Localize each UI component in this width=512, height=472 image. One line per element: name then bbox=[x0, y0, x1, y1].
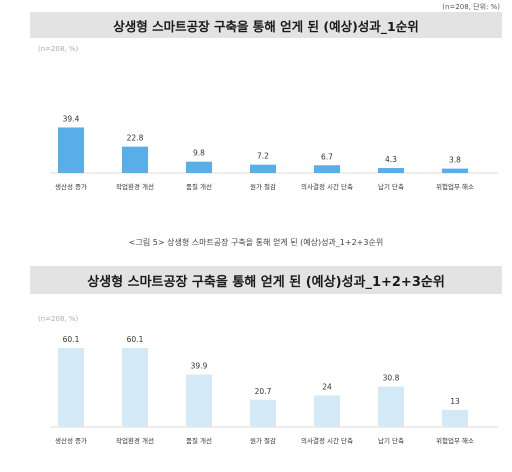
chart2-bar-4 bbox=[314, 395, 340, 427]
chart1-value-label-0: 39.4 bbox=[63, 114, 80, 123]
chart2-bar-5 bbox=[378, 386, 404, 427]
chart2-category-label-6: 위험업무 해소 bbox=[436, 436, 474, 445]
chart2-value-label-4: 24 bbox=[322, 382, 332, 391]
chart1-category-label-6: 위험업무 해소 bbox=[436, 182, 474, 191]
chart2-value-label-1: 60.1 bbox=[127, 335, 144, 344]
chart2-category-label-3: 원가 절감 bbox=[250, 436, 276, 445]
chart2-value-label-2: 39.9 bbox=[191, 362, 208, 371]
chart2-bar-3 bbox=[250, 399, 276, 427]
chart1-category-label-5: 납기 단축 bbox=[378, 182, 404, 191]
chart1-category-label-0: 생산성 증가 bbox=[55, 182, 87, 191]
chart1-bar-1 bbox=[122, 146, 148, 173]
chart1-bar-6 bbox=[442, 168, 468, 173]
chart1-category-label-3: 원가 절감 bbox=[250, 182, 276, 191]
chart2-title: 상생형 스마트공장 구축을 통해 얻게 된 (예상)성과_1+2+3순위 bbox=[30, 266, 502, 294]
chart1-bar-3 bbox=[250, 164, 276, 173]
chart1-bar-0 bbox=[58, 127, 84, 173]
chart1-title: 상생형 스마트공장 구축을 통해 얻게 된 (예상)성과_1순위 bbox=[30, 12, 502, 38]
chart1-value-label-6: 3.8 bbox=[449, 156, 461, 165]
chart1-value-label-2: 9.8 bbox=[193, 149, 205, 158]
chart1-category-label-1: 작업환경 개선 bbox=[116, 182, 154, 191]
chart1-plot: 39.4 생산성 증가 22.8 작업환경 개선 9.8 품질 개선 7.2 원가 절감 6.7… bbox=[50, 114, 498, 191]
chart1-value-label-3: 7.2 bbox=[257, 152, 269, 161]
chart2-bar-6 bbox=[442, 409, 468, 427]
figure-caption: <그림 5> 상생형 스마트공장 구축을 통해 얻게 된 (예상)성과_1+2+… bbox=[128, 238, 384, 247]
chart2-category-label-0: 생산성 증가 bbox=[55, 436, 87, 445]
chart1-bar-4 bbox=[314, 165, 340, 173]
chart2-value-label-3: 20.7 bbox=[255, 387, 272, 396]
chart1-value-label-4: 6.7 bbox=[321, 152, 333, 161]
chart1-value-label-5: 4.3 bbox=[385, 155, 397, 164]
chart1-sample-note: (n=208, %) bbox=[38, 45, 79, 53]
chart2-bar-1 bbox=[122, 348, 148, 427]
chart2-sample-note: (n=208, %) bbox=[38, 315, 79, 323]
chart2-category-label-4: 의사결정 시간 단축 bbox=[301, 436, 353, 445]
chart1-category-label-2: 품질 개선 bbox=[186, 182, 212, 191]
chart2-bar-0 bbox=[58, 348, 84, 427]
chart2-bar-2 bbox=[186, 374, 212, 427]
chart1-bar-5 bbox=[378, 168, 404, 173]
chart2-category-label-5: 납기 단축 bbox=[378, 436, 404, 445]
chart1-bar-2 bbox=[186, 161, 212, 173]
unit-note: (n=208, 단위: %) bbox=[442, 3, 500, 11]
chart2-category-label-2: 품질 개선 bbox=[186, 436, 212, 445]
chart2-value-label-0: 60.1 bbox=[63, 335, 80, 344]
chart2-value-label-6: 13 bbox=[450, 397, 460, 406]
chart2-value-label-5: 30.8 bbox=[383, 374, 400, 383]
chart2-category-label-1: 작업환경 개선 bbox=[116, 436, 154, 445]
chart1-value-label-1: 22.8 bbox=[127, 134, 144, 143]
chart1-category-label-4: 의사결정 시간 단축 bbox=[301, 182, 353, 191]
